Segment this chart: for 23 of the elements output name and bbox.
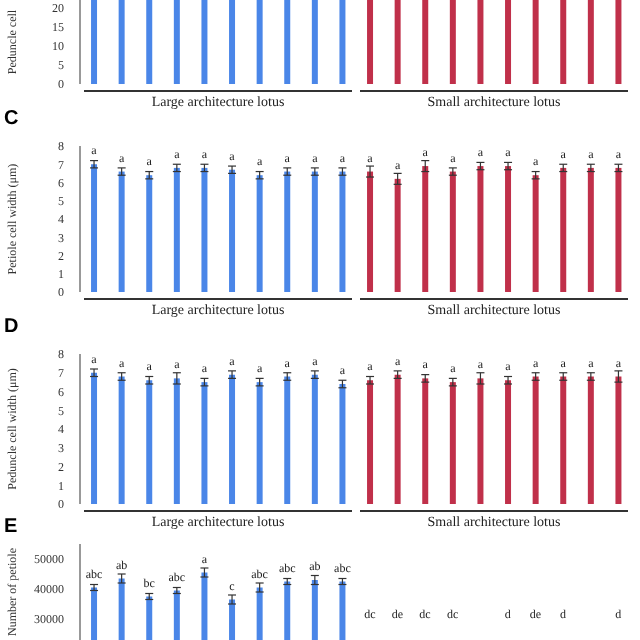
bar <box>532 175 539 292</box>
bar <box>91 164 98 292</box>
bar <box>339 171 346 292</box>
bar <box>422 166 429 292</box>
bar <box>173 167 180 292</box>
bar <box>477 166 484 292</box>
bar <box>146 175 153 292</box>
bar <box>449 171 456 292</box>
chart-title: D <box>4 316 19 338</box>
bar <box>311 171 318 292</box>
bar <box>118 171 125 292</box>
bar <box>587 167 594 292</box>
bar <box>256 175 263 292</box>
bar <box>284 171 291 292</box>
bar <box>505 166 512 292</box>
bar <box>394 178 401 292</box>
bar <box>201 167 208 292</box>
bar <box>560 167 567 292</box>
bar <box>615 167 622 292</box>
chart-title: E <box>4 516 18 538</box>
bar <box>367 171 374 292</box>
bar <box>229 169 236 292</box>
chart-title: C <box>4 108 19 130</box>
